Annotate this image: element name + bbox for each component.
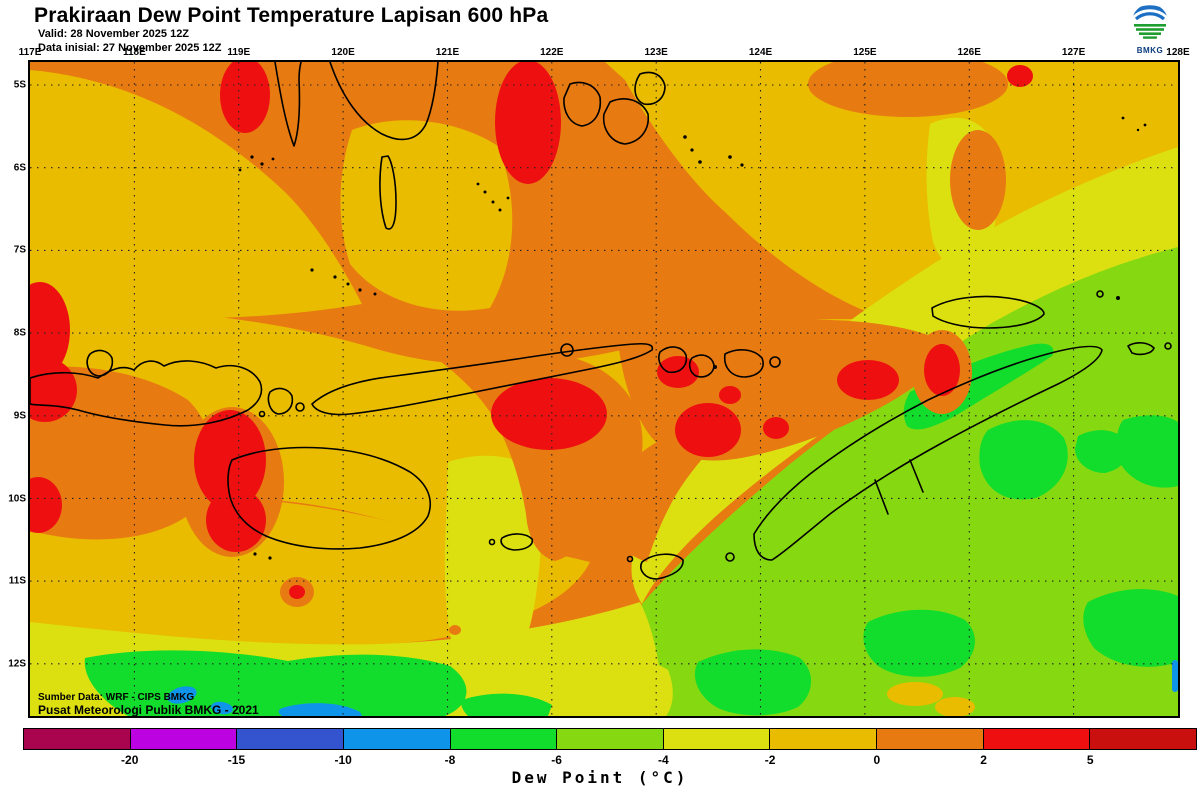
- colorbar-cell: [450, 729, 558, 749]
- colorbar-cell: [343, 729, 451, 749]
- data-credits: Sumber Data: WRF - CIPS BMKG Pusat Meteo…: [38, 691, 259, 717]
- lat-tick-label: 7S: [13, 244, 26, 256]
- colorbar-tick-label: -2: [764, 753, 776, 767]
- colorbar-tick-label: 2: [980, 753, 987, 767]
- lat-tick-label: 9S: [13, 410, 26, 422]
- lon-tick-label: 128E: [1166, 47, 1190, 58]
- colorbar-tick-label: -4: [658, 753, 669, 767]
- lon-tick-label: 124E: [748, 47, 773, 58]
- lon-tick-label: 121E: [435, 47, 460, 58]
- lon-tick-label: 126E: [957, 47, 981, 58]
- credit-publisher: Pusat Meteorologi Publik BMKG - 2021: [38, 703, 259, 717]
- lat-tick-label: 10S: [8, 493, 26, 504]
- lat-tick-label: 11S: [8, 575, 26, 587]
- colorbar-cell: [770, 729, 878, 749]
- lon-tick-label: 120E: [331, 47, 355, 58]
- colorbar-cell: [557, 729, 664, 749]
- lon-tick-label: 118E: [122, 47, 146, 58]
- colorbar-cell: [237, 729, 344, 749]
- dewpoint-region-green: [84, 343, 1178, 716]
- colorbar-tick-label: -15: [227, 753, 246, 767]
- lon-tick-label: 117E: [18, 47, 42, 58]
- dewpoint-region-lime: [639, 247, 1178, 716]
- map-canvas: [30, 62, 1178, 716]
- lon-tick-label: 125E: [853, 47, 877, 58]
- colorbar-caption: Dew Point (°C): [511, 768, 689, 787]
- lat-tick-label: 6S: [13, 162, 26, 174]
- dewpoint-region-red: [30, 62, 1033, 599]
- lat-tick-label: 5S: [13, 79, 26, 91]
- graticule: [30, 62, 1178, 716]
- colorbar-cell: [877, 729, 984, 749]
- colorbar-cell: [663, 729, 771, 749]
- bmkg-logo-icon: [1132, 4, 1168, 40]
- bmkg-logo-label: BMKG: [1136, 46, 1164, 55]
- colorbar-tick-label: 5: [1086, 753, 1094, 767]
- colorbar-tick-label: -8: [444, 753, 456, 767]
- bmkg-logo: BMKG: [1128, 2, 1172, 55]
- lon-tick-label: 127E: [1061, 47, 1086, 58]
- dewpoint-region-blue: [167, 660, 1178, 716]
- colorbar-tick-label: -20: [121, 753, 139, 767]
- colorbar-cell: [130, 729, 238, 749]
- page-title: Prakiraan Dew Point Temperature Lapisan …: [34, 4, 549, 27]
- colorbar-tick-label: -6: [551, 753, 562, 767]
- valid-time-label: Valid: 28 November 2025 12Z: [38, 28, 190, 40]
- credit-source: Sumber Data: WRF - CIPS BMKG: [38, 692, 195, 703]
- lon-tick-label: 119E: [227, 47, 251, 58]
- lon-tick-label: 122E: [540, 47, 564, 58]
- dewpoint-spot-gold: [887, 682, 975, 716]
- lon-tick-label: 123E: [644, 47, 668, 58]
- colorbar-cell: [24, 729, 131, 749]
- colorbar-cell: [983, 729, 1091, 749]
- coastlines: [30, 62, 1172, 580]
- lat-tick-label: 8S: [13, 327, 26, 339]
- colorbar-tick-label: 0: [873, 753, 881, 767]
- colorbar-tick-label: -10: [334, 753, 352, 767]
- colorbar-cell: [1090, 729, 1197, 749]
- map-frame: Sumber Data: WRF - CIPS BMKG Pusat Meteo…: [28, 60, 1180, 718]
- lat-tick-label: 12S: [8, 658, 26, 670]
- init-time-label: Data inisial: 27 November 2025 12Z: [38, 42, 222, 54]
- colorbar: [23, 728, 1197, 750]
